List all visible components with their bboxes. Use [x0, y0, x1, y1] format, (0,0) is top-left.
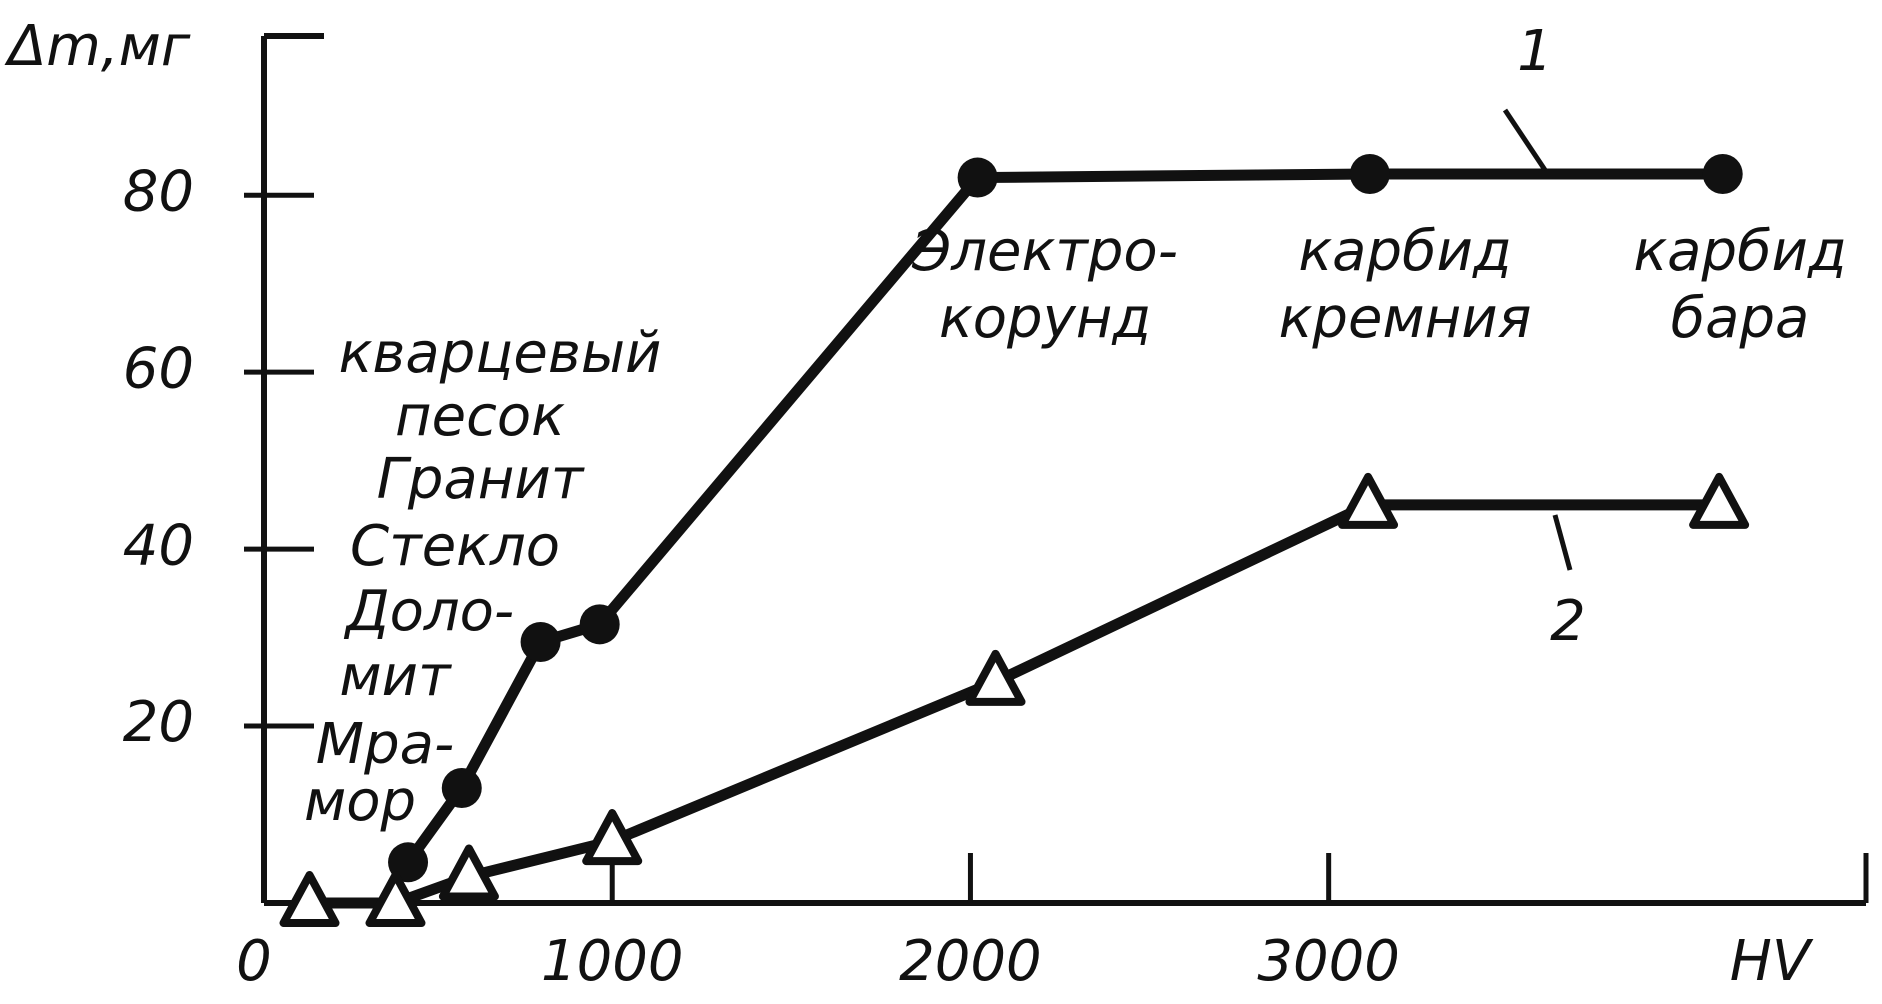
- annotation: песок: [395, 384, 565, 449]
- annotation: Гранит: [377, 447, 585, 512]
- x-tick-label: 0: [236, 929, 272, 994]
- point: [279, 871, 340, 927]
- point: [1689, 472, 1750, 529]
- annotation: мит: [339, 644, 452, 709]
- point: [1702, 154, 1743, 195]
- leader: [1552, 514, 1573, 571]
- annotation: карбид: [1298, 219, 1511, 284]
- x-tick-label: 2000: [899, 929, 1042, 994]
- y-tick-label: 60: [123, 336, 194, 401]
- annotation: Стекло: [350, 514, 560, 579]
- annotation: бара: [1671, 286, 1810, 351]
- point: [579, 604, 620, 645]
- y-tick-label: 20: [123, 690, 194, 755]
- annotation: мор: [304, 769, 416, 834]
- point: [520, 622, 561, 663]
- point: [365, 871, 426, 927]
- annotation: Доло-: [343, 579, 514, 644]
- x-tick-label: 3000: [1257, 929, 1400, 994]
- leader: [1502, 108, 1548, 172]
- x-axis-label: HV: [1730, 929, 1814, 994]
- annotation: карбид: [1633, 219, 1846, 284]
- series-name: 1: [1517, 19, 1553, 84]
- annotation: Электро-: [911, 219, 1178, 284]
- point: [965, 649, 1026, 706]
- annotation: кварцевый: [339, 321, 662, 386]
- annotation: Мра-: [316, 712, 454, 777]
- annotation: корунд: [939, 286, 1151, 351]
- y-tick-label: 80: [123, 159, 194, 224]
- point: [1338, 472, 1399, 529]
- x-tick-label: 1000: [541, 929, 684, 994]
- point: [1349, 154, 1390, 195]
- series-name: 2: [1550, 589, 1586, 654]
- y-axis-label: Δm,мг: [4, 14, 191, 79]
- y-tick-label: 40: [123, 513, 194, 578]
- point: [441, 767, 482, 808]
- point: [957, 157, 998, 198]
- point: [438, 844, 499, 901]
- annotation: кремния: [1279, 286, 1532, 351]
- point: [582, 809, 643, 866]
